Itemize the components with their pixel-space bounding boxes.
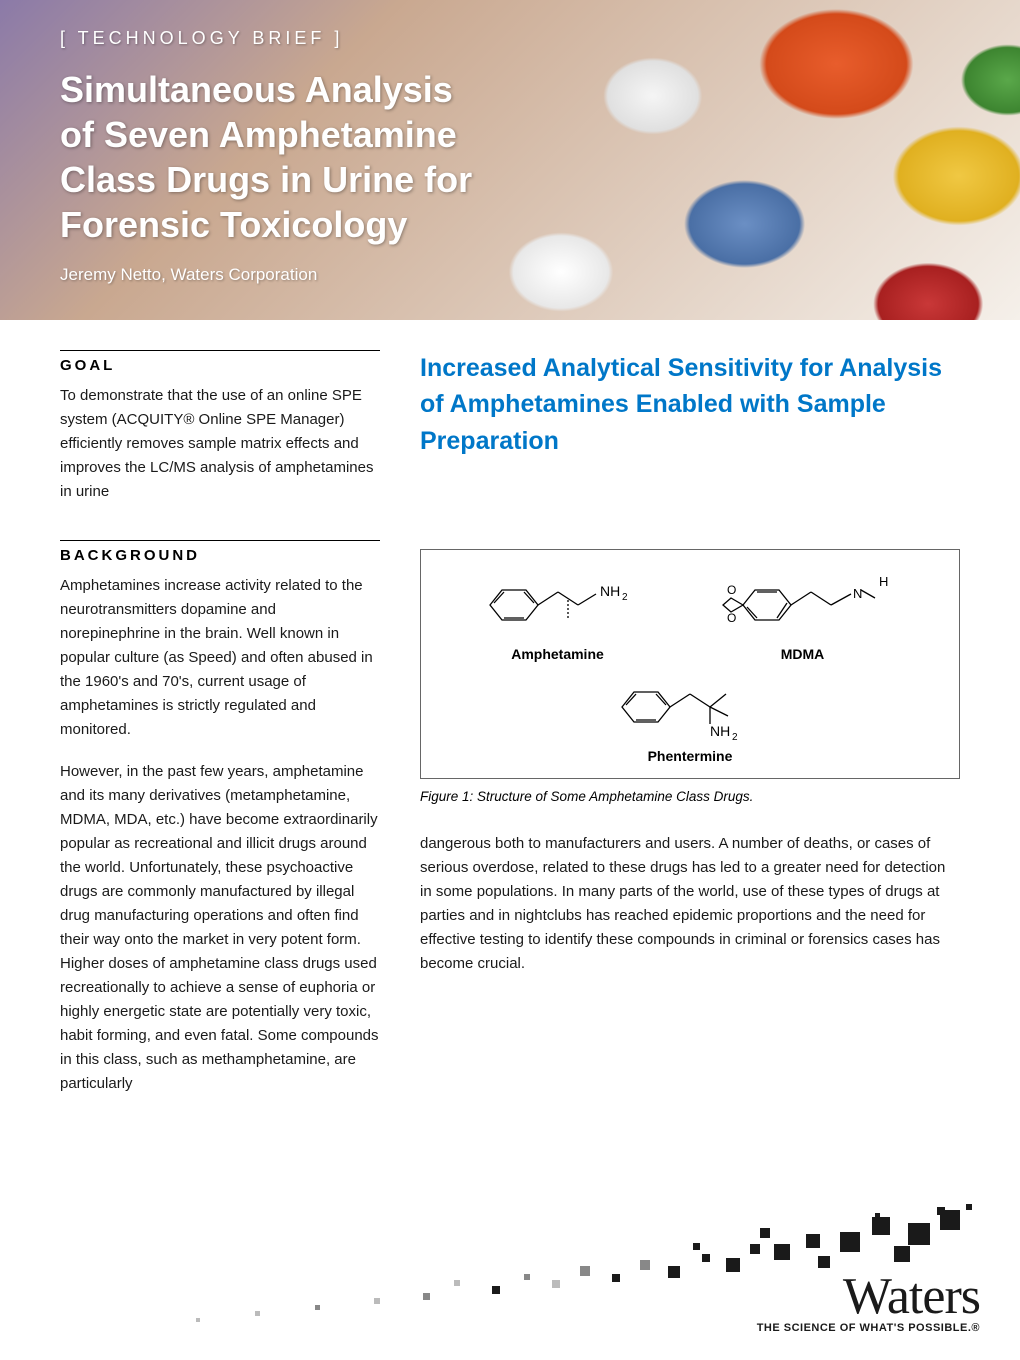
- figure-row-1: NH 2 Amphetamine: [445, 570, 935, 662]
- background-heading: BACKGROUND: [60, 540, 380, 564]
- molecule-label: Amphetamine: [511, 646, 604, 662]
- right-column-body: dangerous both to manufacturers and user…: [420, 832, 960, 976]
- figure-1-box: NH 2 Amphetamine: [420, 549, 960, 779]
- background-p1: Amphetamines increase activity related t…: [60, 574, 380, 742]
- svg-text:NH: NH: [600, 583, 620, 599]
- logo-tagline: THE SCIENCE OF WHAT'S POSSIBLE.®: [757, 1322, 980, 1334]
- author-line: Jeremy Netto, Waters Corporation: [60, 265, 480, 285]
- waters-logo: Waters THE SCIENCE OF WHAT'S POSSIBLE.®: [757, 1267, 980, 1334]
- svg-text:N: N: [853, 586, 862, 601]
- svg-text:NH: NH: [710, 723, 730, 739]
- right-column: Increased Analytical Sensitivity for Ana…: [420, 350, 960, 1114]
- molecule-amphetamine: NH 2 Amphetamine: [478, 570, 638, 662]
- svg-text:2: 2: [622, 592, 628, 603]
- callout-headline: Increased Analytical Sensitivity for Ana…: [420, 350, 960, 459]
- molecule-label: MDMA: [781, 646, 825, 662]
- goal-heading: GOAL: [60, 350, 380, 374]
- document-tag: [ TECHNOLOGY BRIEF ]: [60, 28, 480, 49]
- document-title: Simultaneous Analysis of Seven Amphetami…: [60, 67, 480, 247]
- left-column: GOAL To demonstrate that the use of an o…: [60, 350, 380, 1114]
- figure-row-2: NH 2 Phentermine: [445, 672, 935, 764]
- page-footer: Waters THE SCIENCE OF WHAT'S POSSIBLE.®: [0, 1200, 1020, 1360]
- svg-text:O: O: [727, 583, 736, 597]
- svg-text:O: O: [727, 611, 736, 625]
- molecule-label: Phentermine: [648, 748, 733, 764]
- svg-text:H: H: [879, 574, 888, 589]
- molecule-phentermine: NH 2 Phentermine: [610, 672, 770, 764]
- phentermine-structure-icon: NH 2: [610, 672, 770, 742]
- logo-wordmark: Waters: [757, 1267, 980, 1326]
- content-columns: GOAL To demonstrate that the use of an o…: [0, 320, 1020, 1114]
- svg-text:2: 2: [732, 732, 738, 742]
- hero-banner: [ TECHNOLOGY BRIEF ] Simultaneous Analys…: [0, 0, 1020, 320]
- goal-body: To demonstrate that the use of an online…: [60, 384, 380, 504]
- background-p2: However, in the past few years, amphetam…: [60, 760, 380, 1096]
- mdma-structure-icon: O O H N: [703, 570, 903, 640]
- hero-pills-image: [408, 0, 1020, 320]
- hero-text-block: [ TECHNOLOGY BRIEF ] Simultaneous Analys…: [60, 28, 480, 285]
- molecule-mdma: O O H N MDMA: [703, 570, 903, 662]
- figure-1-caption: Figure 1: Structure of Some Amphetamine …: [420, 789, 960, 804]
- amphetamine-structure-icon: NH 2: [478, 570, 638, 640]
